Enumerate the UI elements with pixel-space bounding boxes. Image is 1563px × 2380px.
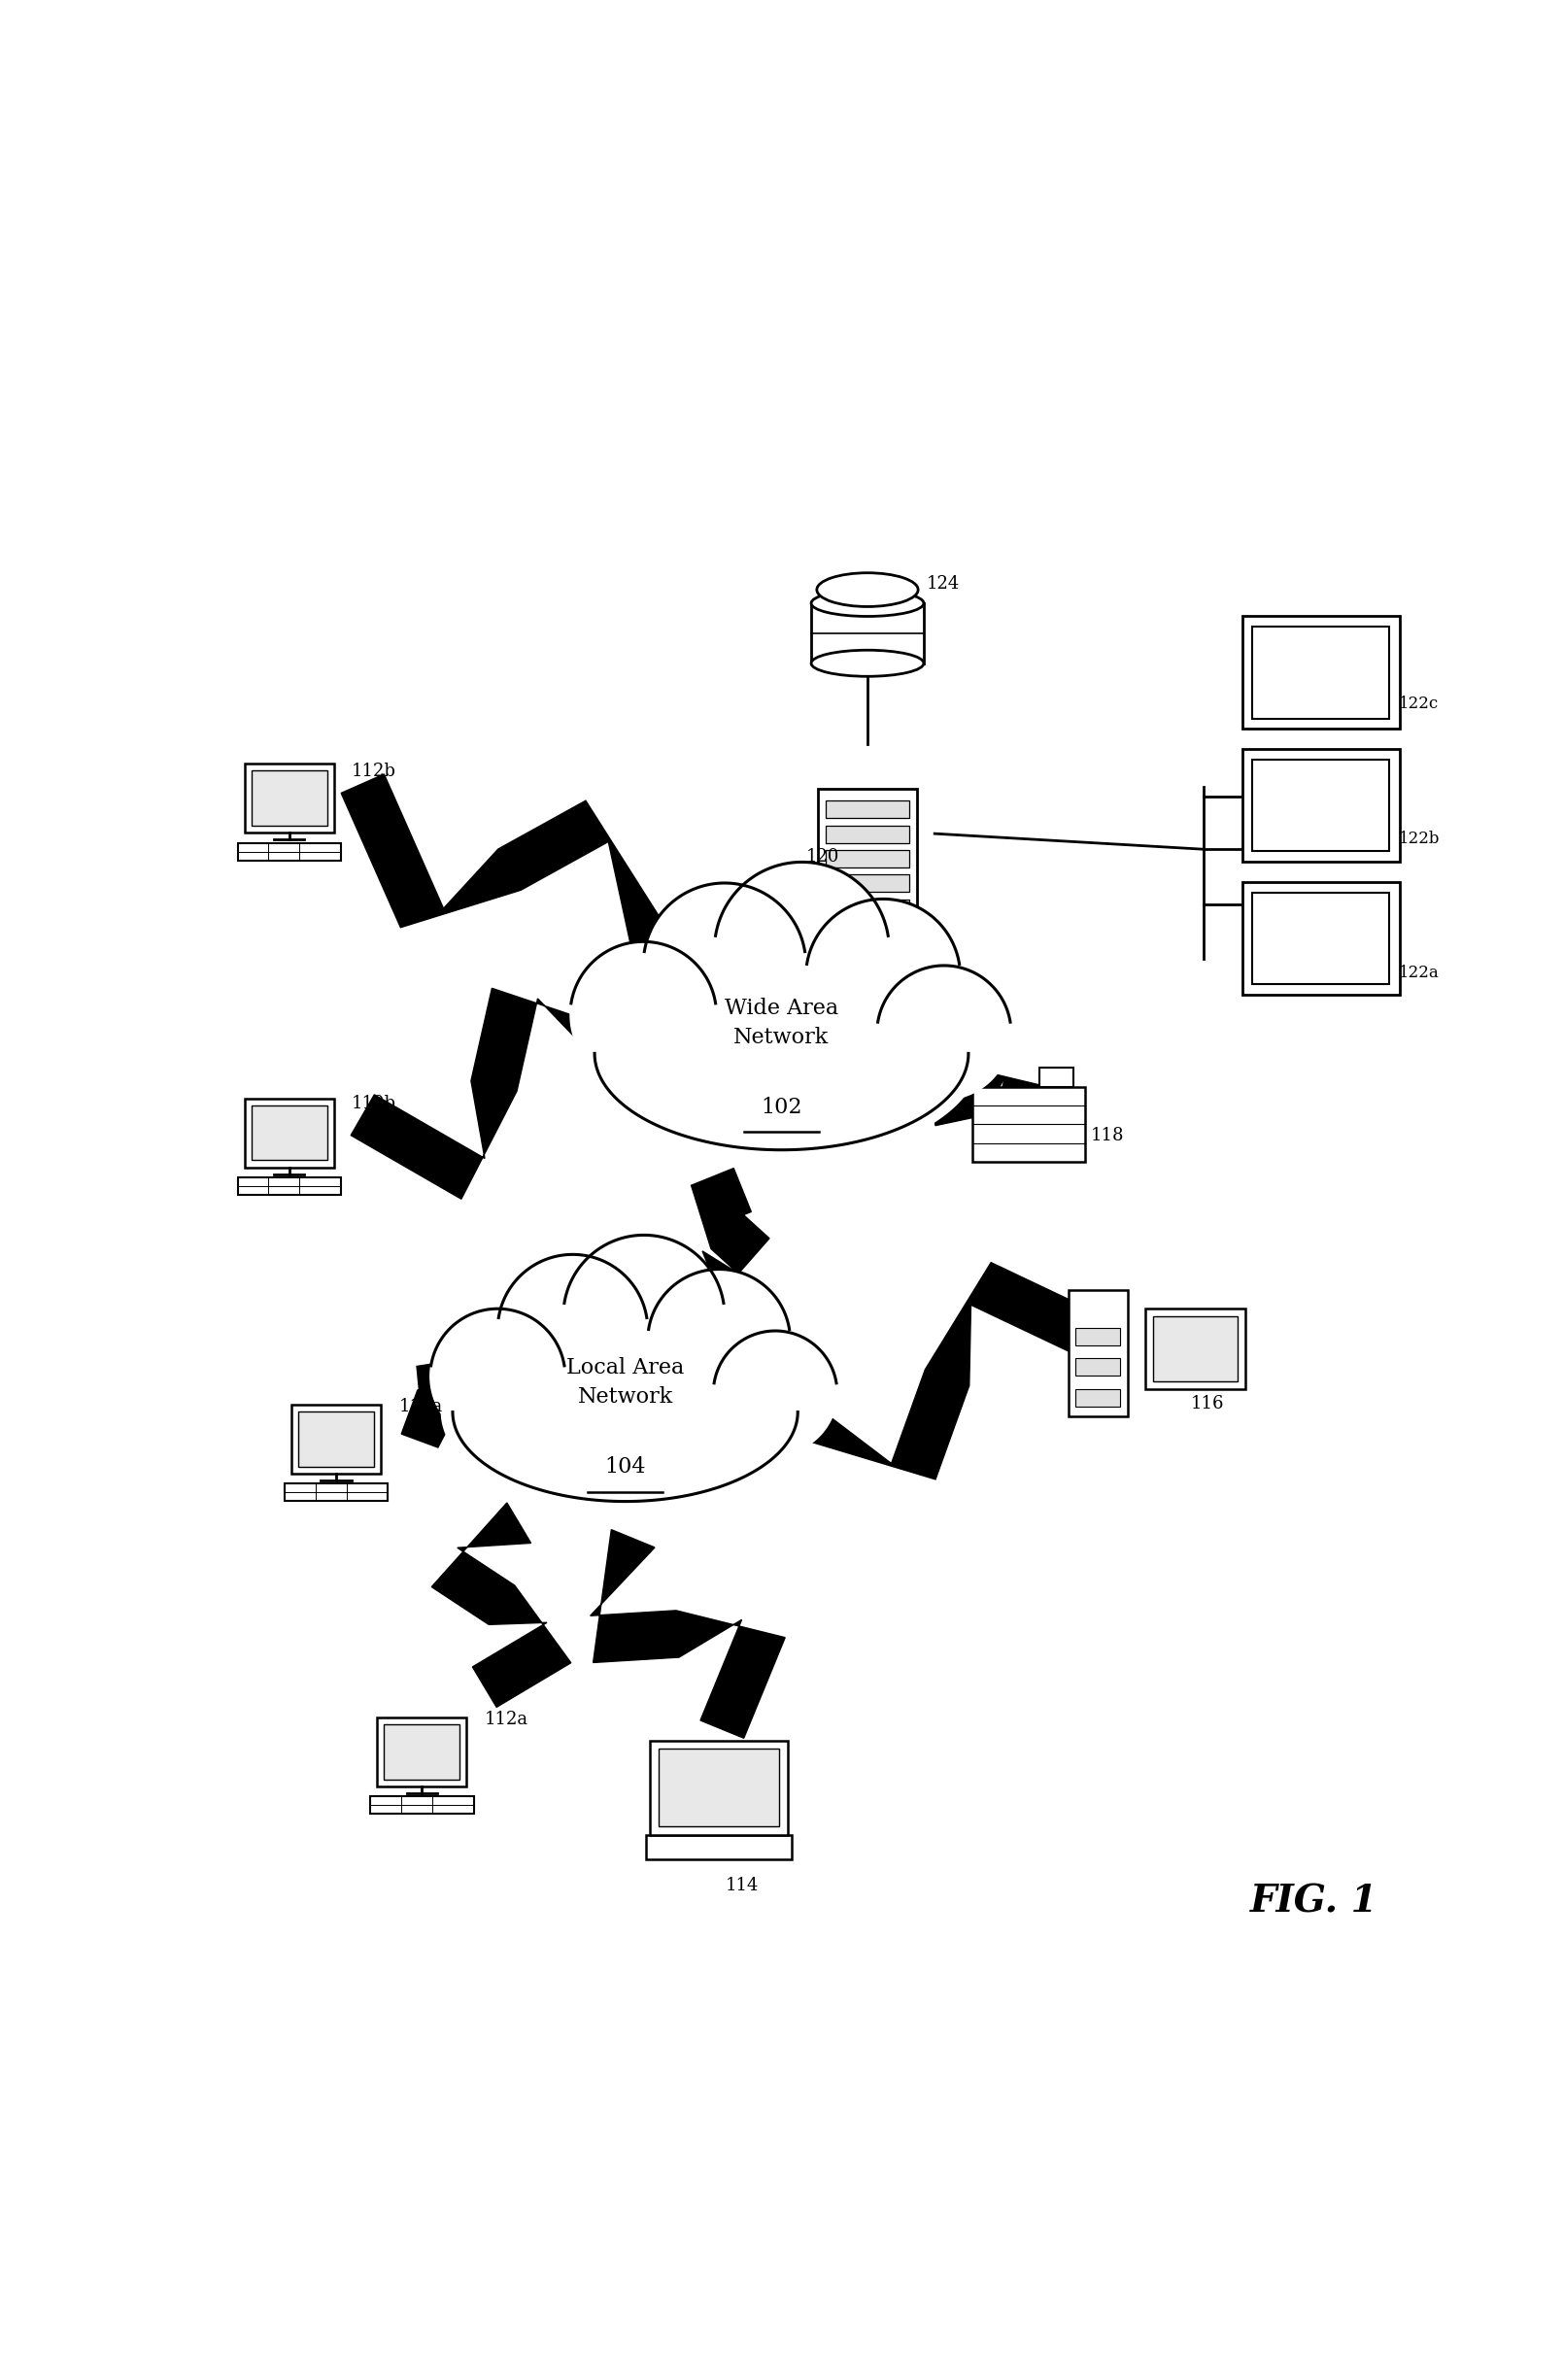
Polygon shape	[807, 900, 960, 1054]
Polygon shape	[647, 1269, 791, 1411]
Bar	[244, 764, 334, 833]
Text: 120: 120	[807, 847, 839, 866]
Polygon shape	[713, 1330, 838, 1454]
Bar	[1146, 1309, 1246, 1388]
Polygon shape	[341, 774, 678, 964]
Text: Wide Area
Network: Wide Area Network	[725, 997, 838, 1047]
Polygon shape	[441, 1314, 810, 1511]
Bar	[1252, 759, 1390, 852]
Bar	[1252, 892, 1390, 983]
Bar	[1252, 626, 1390, 719]
Bar	[825, 850, 910, 866]
Polygon shape	[352, 988, 636, 1200]
Bar	[1039, 1069, 1074, 1088]
Bar	[825, 923, 910, 942]
Polygon shape	[570, 942, 716, 1088]
Polygon shape	[402, 1357, 485, 1447]
Ellipse shape	[811, 590, 924, 616]
Text: 110a: 110a	[399, 1399, 442, 1416]
Text: 114: 114	[725, 1878, 760, 1894]
Polygon shape	[644, 883, 807, 1045]
Text: 124: 124	[927, 574, 960, 593]
Text: 122b: 122b	[1399, 831, 1440, 847]
Bar	[1069, 1290, 1127, 1416]
Bar	[1243, 616, 1399, 728]
Bar	[252, 771, 327, 826]
Polygon shape	[431, 1502, 570, 1706]
Polygon shape	[691, 1169, 769, 1295]
Text: Local Area
Network: Local Area Network	[566, 1357, 685, 1407]
Bar	[1075, 1359, 1121, 1376]
Polygon shape	[877, 966, 1011, 1100]
Bar	[650, 1740, 788, 1835]
Polygon shape	[430, 1309, 566, 1445]
Polygon shape	[772, 1261, 1122, 1480]
Polygon shape	[922, 1035, 1050, 1150]
Bar	[1153, 1316, 1238, 1380]
Polygon shape	[563, 1235, 725, 1397]
Text: 104: 104	[605, 1457, 646, 1478]
Polygon shape	[828, 854, 883, 947]
Bar	[238, 843, 341, 859]
Text: 118: 118	[1091, 1126, 1124, 1145]
Ellipse shape	[811, 650, 924, 676]
Polygon shape	[591, 1530, 785, 1737]
Bar	[825, 800, 910, 819]
Polygon shape	[583, 947, 980, 1161]
Bar	[1075, 1328, 1121, 1345]
Text: 116: 116	[1191, 1395, 1224, 1414]
Bar	[377, 1718, 467, 1785]
Bar	[1243, 750, 1399, 862]
Bar	[646, 1835, 792, 1859]
Bar	[1075, 1388, 1121, 1407]
Bar	[252, 1104, 327, 1161]
Polygon shape	[714, 862, 889, 1038]
Bar	[244, 1100, 334, 1166]
Bar	[825, 826, 910, 843]
Bar	[660, 1749, 780, 1825]
Bar	[811, 602, 924, 664]
Bar	[284, 1483, 388, 1502]
Bar	[370, 1797, 474, 1814]
Bar	[1243, 883, 1399, 995]
Polygon shape	[497, 1254, 647, 1404]
Text: 110b: 110b	[352, 1095, 397, 1111]
Bar	[291, 1404, 381, 1473]
Text: 102: 102	[761, 1097, 802, 1119]
Text: FIG. 1: FIG. 1	[1250, 1883, 1379, 1921]
Bar	[825, 900, 910, 916]
Ellipse shape	[817, 574, 917, 607]
Bar	[384, 1723, 460, 1780]
Text: 112b: 112b	[352, 762, 397, 781]
Bar	[238, 1178, 341, 1195]
Bar	[972, 1088, 1085, 1161]
Text: 122a: 122a	[1399, 964, 1440, 981]
Text: 122c: 122c	[1399, 695, 1440, 712]
Bar	[817, 788, 917, 947]
Text: 112a: 112a	[485, 1711, 528, 1728]
Bar	[299, 1411, 374, 1466]
Bar	[825, 873, 910, 892]
